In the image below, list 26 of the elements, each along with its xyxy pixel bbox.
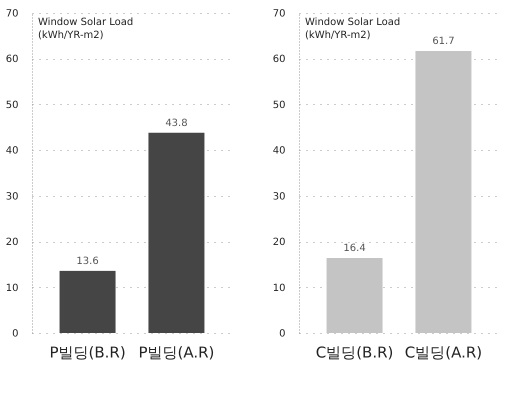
y-tick-label: 10	[272, 282, 286, 294]
y-axis-title: Window Solar Load (kWh/YR-m2)	[305, 17, 400, 41]
y-tick-label: 60	[272, 54, 286, 66]
y-tick-label: 20	[6, 237, 18, 248]
y-tick-label: 0	[279, 328, 286, 340]
y-tick-label: 40	[272, 146, 286, 157]
y-tick-label: 20	[272, 237, 286, 248]
x-tick-label: C빌딩(A.R)	[404, 344, 482, 362]
x-tick-label: P빌딩(A.R)	[138, 344, 214, 362]
data-label: 43.8	[165, 118, 188, 129]
x-tick-label: P빌딩(B.R)	[49, 344, 126, 362]
data-label: 61.7	[432, 36, 455, 47]
y-tick-label: 30	[6, 191, 18, 202]
y-tick-label: 70	[6, 8, 18, 20]
y-tick-label: 60	[6, 54, 18, 66]
y-tick-label: 0	[12, 328, 18, 340]
data-label: 13.6	[76, 256, 99, 267]
data-label: 16.4	[343, 243, 366, 254]
y-tick-label: 50	[272, 100, 286, 111]
y-tick-label: 10	[6, 282, 18, 294]
y-tick-label: 70	[272, 8, 286, 20]
x-tick-label: C빌딩(B.R)	[316, 344, 394, 362]
y-tick-label: 50	[6, 100, 18, 111]
y-tick-label: 30	[272, 191, 286, 202]
y-axis-title: Window Solar Load (kWh/YR-m2)	[38, 17, 134, 41]
y-tick-label: 40	[6, 146, 18, 157]
